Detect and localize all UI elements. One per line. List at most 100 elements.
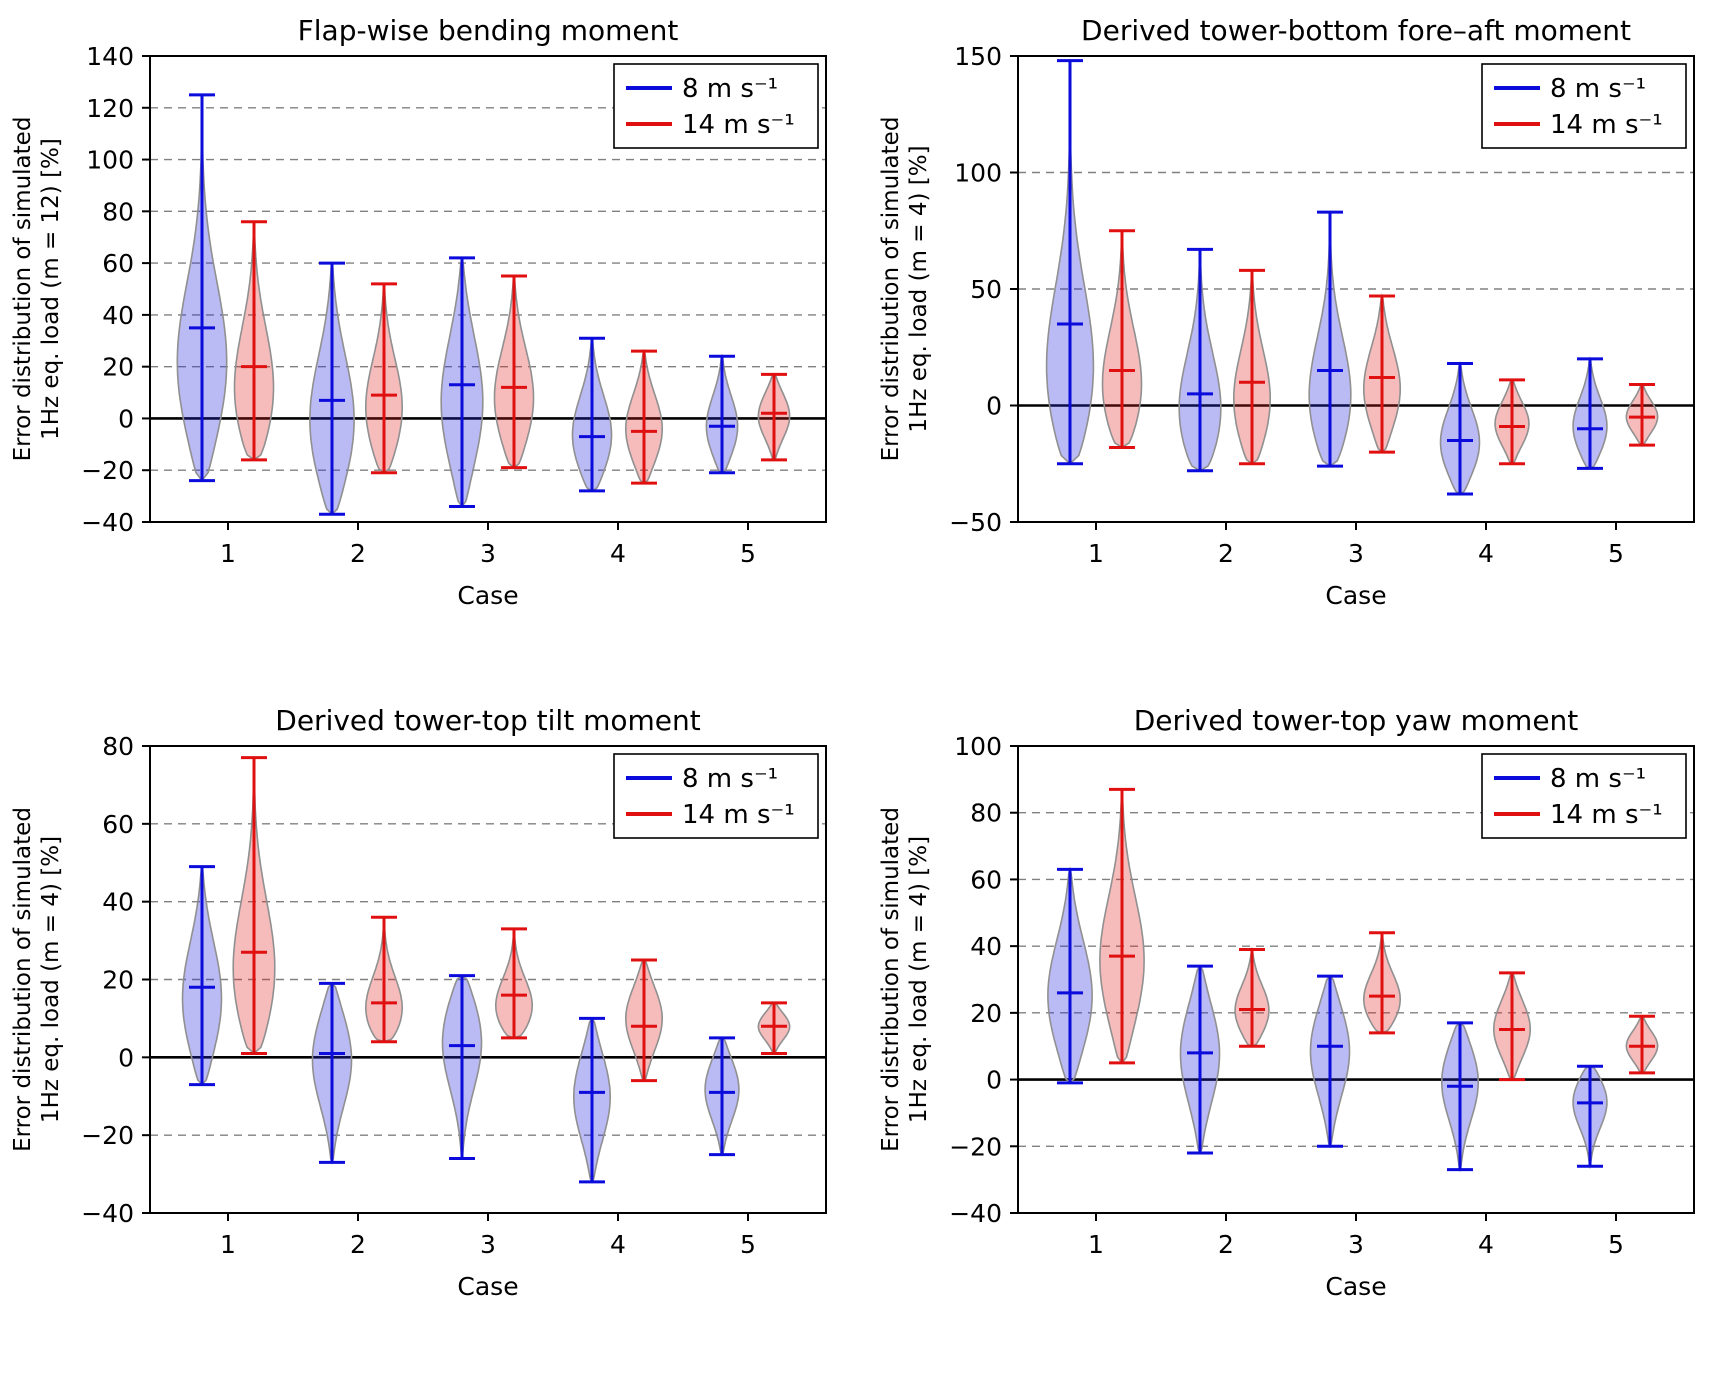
errorbar-blue-case-2: [1187, 247, 1213, 473]
errorbar-red-case-1: [241, 756, 267, 1055]
errorbar-red-case-1: [241, 220, 267, 462]
x-tick-label: 4: [1478, 1230, 1494, 1259]
errorbar-red-case-4: [631, 958, 657, 1083]
y-tick-label: 100: [86, 146, 134, 175]
x-tick-label: 5: [740, 539, 756, 568]
errorbar-blue-case-3: [449, 974, 475, 1161]
legend-label-blue: 8 m s⁻¹: [682, 74, 778, 104]
y-tick-label: −40: [81, 508, 134, 537]
errorbar-red-case-1: [1109, 229, 1135, 449]
errorbar-red-case-3: [1369, 931, 1395, 1035]
axis-ticks: [142, 55, 749, 530]
y-axis-label-line1: Error distribution of simulated: [878, 807, 904, 1152]
errorbar-red-case-2: [371, 282, 397, 475]
y-tick-label: 20: [970, 999, 1002, 1028]
errorbar-blue-case-5: [1577, 1064, 1603, 1168]
errorbar-blue-case-1: [1057, 59, 1083, 466]
legend-label-red: 14 m s⁻¹: [682, 110, 795, 140]
errorbar-red-case-5: [1629, 1014, 1655, 1075]
legend: 8 m s⁻¹ 14 m s⁻¹: [1481, 63, 1687, 149]
y-axis-label-line2: 1Hz eq. load (m = 4) [%]: [38, 836, 64, 1123]
y-axis-label-line2: 1Hz eq. load (m = 12) [%]: [38, 138, 64, 440]
y-axis-label-line1: Error distribution of simulated: [10, 117, 36, 462]
errorbar-blue-case-4: [579, 1016, 605, 1184]
chart-tower-bottom-fore-aft-moment: −50 0 50 100 150 1 2 3 4 5 Case Derived tower-botto…: [868, 0, 1736, 690]
y-axis-label-line1: Error distribution of simulated: [878, 117, 904, 462]
y-tick-label: 60: [102, 249, 134, 278]
violins: [1045, 59, 1659, 496]
violin-chart-flap-wise: −40 −20 0 20 40 60 80 100 120 140 1 2 3 4 5 Case Flap-wi…: [10, 14, 827, 610]
errorbar-blue-case-1: [1057, 867, 1083, 1085]
y-tick-label: 0: [986, 392, 1002, 421]
errorbar-blue-case-5: [709, 354, 735, 475]
errorbar-blue-case-1: [189, 93, 215, 483]
x-axis-label: Case: [457, 581, 518, 610]
errorbar-blue-case-4: [1447, 1021, 1473, 1172]
errorbar-red-case-2: [1239, 947, 1265, 1048]
gridlines: [150, 823, 826, 1136]
y-tick-label: 0: [986, 1066, 1002, 1095]
y-tick-label: −20: [81, 456, 134, 485]
y-tick-label: 60: [970, 865, 1002, 894]
errorbar-blue-case-2: [1187, 964, 1213, 1155]
x-tick-label: 1: [220, 1230, 236, 1259]
y-axis-label-line2: 1Hz eq. load (m = 4) [%]: [906, 145, 932, 432]
y-tick-label: 40: [102, 301, 134, 330]
axis-ticks: [1010, 745, 1617, 1221]
x-tick-label: 3: [1348, 1230, 1364, 1259]
errorbar-blue-case-3: [449, 256, 475, 508]
x-tick-label: 2: [350, 1230, 366, 1259]
errorbar-red-case-4: [1499, 378, 1525, 466]
chart-title: Flap-wise bending moment: [298, 14, 679, 47]
errorbar-blue-case-4: [579, 336, 605, 493]
y-axis-label-line2: 1Hz eq. load (m = 4) [%]: [906, 836, 932, 1123]
y-tick-label: −40: [949, 1199, 1002, 1228]
y-tick-label: 150: [954, 42, 1002, 71]
errorbar-blue-case-2: [319, 261, 345, 516]
y-tick-label: 80: [970, 799, 1002, 828]
y-tick-label: −50: [949, 508, 1002, 537]
chart-tower-top-yaw-moment: −40 −20 0 20 40 60 80 100 1 2 3 4 5 Case Derived tower…: [868, 690, 1736, 1381]
violin-chart-tilt: −40 −20 0 20 40 60 80 1 2 3 4 5 Case Derived tower-to…: [10, 704, 827, 1301]
errorbar-red-case-1: [1109, 787, 1135, 1065]
x-tick-label: 3: [480, 1230, 496, 1259]
y-tick-label: −40: [81, 1199, 134, 1228]
violins: [181, 756, 791, 1184]
errorbar-red-case-3: [501, 927, 527, 1040]
errorbar-red-case-5: [761, 1001, 787, 1055]
x-tick-label: 4: [610, 1230, 626, 1259]
axis-ticks: [142, 745, 749, 1221]
errorbar-red-case-3: [501, 274, 527, 470]
legend: 8 m s⁻¹ 14 m s⁻¹: [613, 63, 819, 149]
chart-tower-top-tilt-moment: −40 −20 0 20 40 60 80 1 2 3 4 5 Case Derived tower-to…: [0, 690, 868, 1381]
errorbar-red-case-5: [1629, 383, 1655, 447]
y-tick-label: 80: [102, 197, 134, 226]
errorbar-blue-case-5: [1577, 357, 1603, 470]
x-axis-label: Case: [457, 1272, 518, 1301]
x-tick-label: 2: [1218, 539, 1234, 568]
chart-title: Derived tower-top tilt moment: [275, 704, 700, 737]
y-tick-label: 80: [102, 732, 134, 761]
violins: [176, 93, 791, 516]
x-tick-label: 1: [220, 539, 236, 568]
y-tick-label: 60: [102, 810, 134, 839]
x-axis-label: Case: [1325, 1272, 1386, 1301]
y-tick-label: 40: [970, 932, 1002, 961]
x-tick-label: 5: [1608, 1230, 1624, 1259]
legend-label-red: 14 m s⁻¹: [1550, 110, 1663, 140]
x-tick-label: 1: [1088, 1230, 1104, 1259]
errorbar-blue-case-4: [1447, 362, 1473, 496]
legend-label-blue: 8 m s⁻¹: [682, 764, 778, 794]
legend-label-red: 14 m s⁻¹: [1550, 800, 1663, 830]
legend-label-blue: 8 m s⁻¹: [1550, 74, 1646, 104]
violin-chart-yaw: −40 −20 0 20 40 60 80 100 1 2 3 4 5 Case Derived tower…: [878, 704, 1695, 1301]
violins: [1047, 787, 1659, 1173]
y-tick-label: 20: [102, 353, 134, 382]
errorbar-red-case-2: [1239, 268, 1265, 466]
legend-label-red: 14 m s⁻¹: [682, 800, 795, 830]
y-tick-label: 100: [954, 159, 1002, 188]
legend: 8 m s⁻¹ 14 m s⁻¹: [1481, 753, 1687, 839]
y-tick-label: 0: [118, 404, 134, 433]
y-tick-label: −20: [81, 1121, 134, 1150]
